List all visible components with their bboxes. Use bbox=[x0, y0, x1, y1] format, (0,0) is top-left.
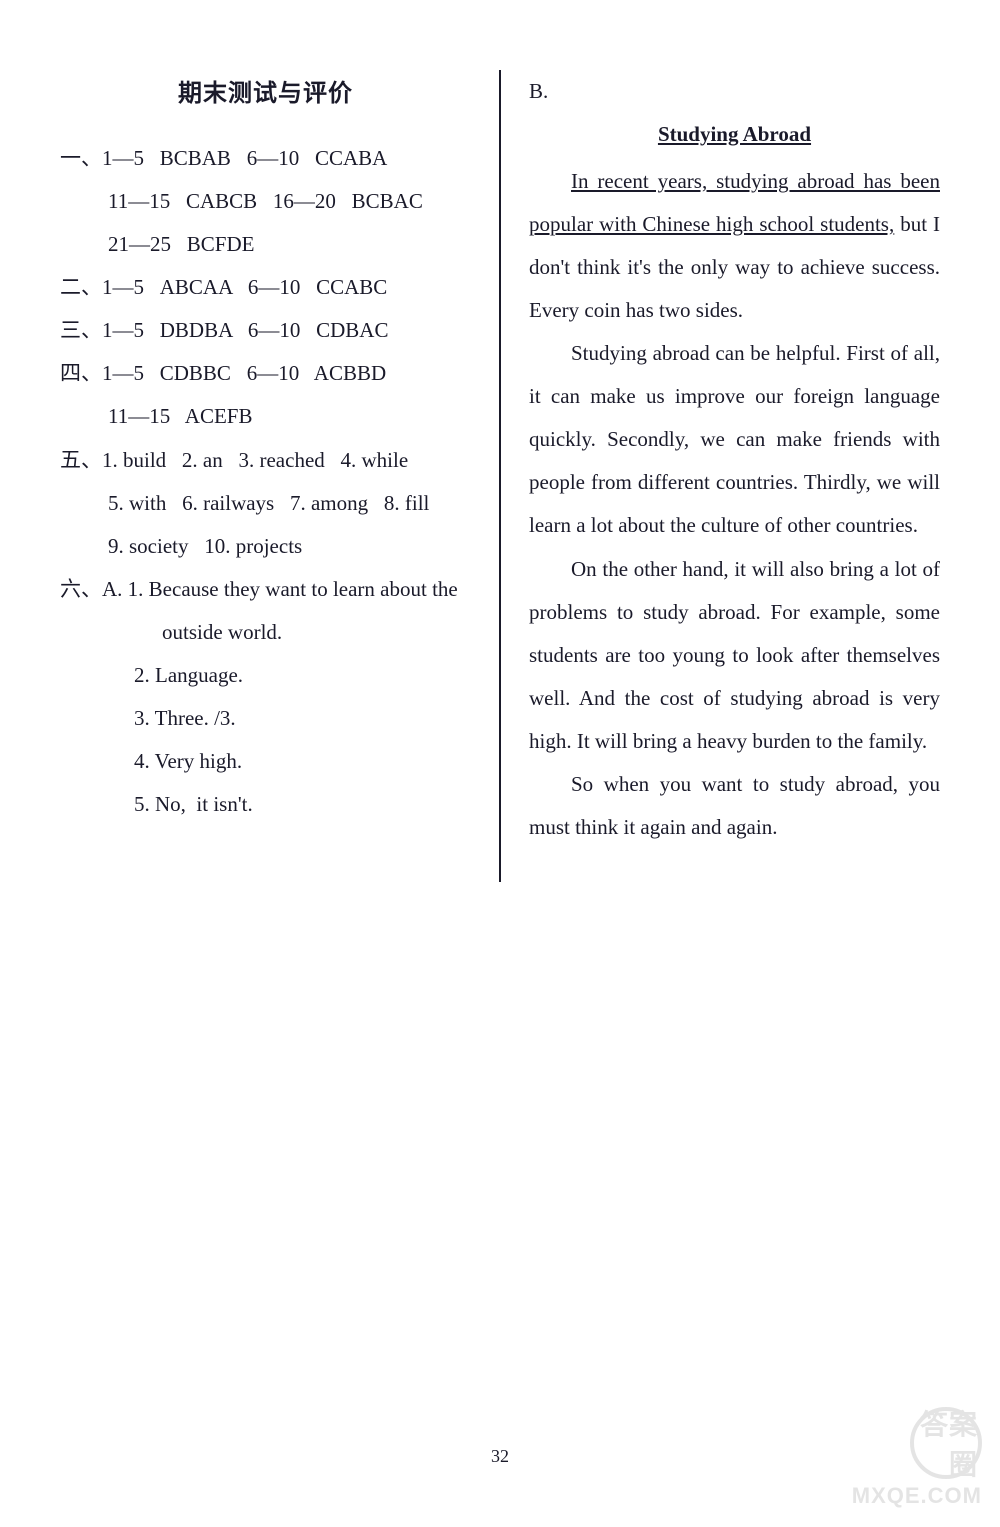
essay-para-1: In recent years, studying abroad has bee… bbox=[529, 160, 940, 332]
answer-line: 5. No, it isn't. bbox=[60, 783, 471, 826]
answer-line: 3. Three. /3. bbox=[60, 697, 471, 740]
watermark-circle: 答案圈 bbox=[910, 1407, 982, 1479]
answer-line: 5. with 6. railways 7. among 8. fill bbox=[60, 482, 471, 525]
answer-line: 9. society 10. projects bbox=[60, 525, 471, 568]
answer-line: 11—15 CABCB 16—20 BCBAC bbox=[60, 180, 471, 223]
answer-list: 一、1—5 BCBAB 6—10 CCABA11—15 CABCB 16—20 … bbox=[60, 137, 471, 826]
answer-line: outside world. bbox=[60, 611, 471, 654]
answer-line: 11—15 ACEFB bbox=[60, 395, 471, 438]
watermark-text: MXQE.COM bbox=[852, 1483, 982, 1508]
essay-para-3: On the other hand, it will also bring a … bbox=[529, 548, 940, 763]
answer-line: 二、1—5 ABCAA 6—10 CCABC bbox=[60, 266, 471, 309]
answer-line: 4. Very high. bbox=[60, 740, 471, 783]
page-content: 期末测试与评价 一、1—5 BCBAB 6—10 CCABA11—15 CABC… bbox=[0, 0, 1000, 880]
answer-line: 2. Language. bbox=[60, 654, 471, 697]
watermark: 答案圈 MXQE.COM bbox=[852, 1407, 982, 1509]
section-title: 期末测试与评价 bbox=[60, 70, 471, 119]
page-number: 32 bbox=[0, 1446, 1000, 1467]
right-column: B. Studying Abroad In recent years, stud… bbox=[501, 70, 940, 840]
left-column: 期末测试与评价 一、1—5 BCBAB 6—10 CCABA11—15 CABC… bbox=[60, 70, 499, 840]
essay-title: Studying Abroad bbox=[529, 113, 940, 156]
essay-para-4: So when you want to study abroad, you mu… bbox=[529, 763, 940, 849]
answer-line: 21—25 BCFDE bbox=[60, 223, 471, 266]
answer-line: 六、A. 1. Because they want to learn about… bbox=[60, 568, 471, 611]
answer-line: 四、1—5 CDBBC 6—10 ACBBD bbox=[60, 352, 471, 395]
essay-para-1-underline: In recent years, studying abroad has bee… bbox=[529, 169, 940, 236]
essay-para-2: Studying abroad can be helpful. First of… bbox=[529, 332, 940, 547]
answer-line: 一、1—5 BCBAB 6—10 CCABA bbox=[60, 137, 471, 180]
answer-line: 五、1. build 2. an 3. reached 4. while bbox=[60, 439, 471, 482]
answer-line: 三、1—5 DBDBA 6—10 CDBAC bbox=[60, 309, 471, 352]
part-b-label: B. bbox=[529, 70, 940, 113]
